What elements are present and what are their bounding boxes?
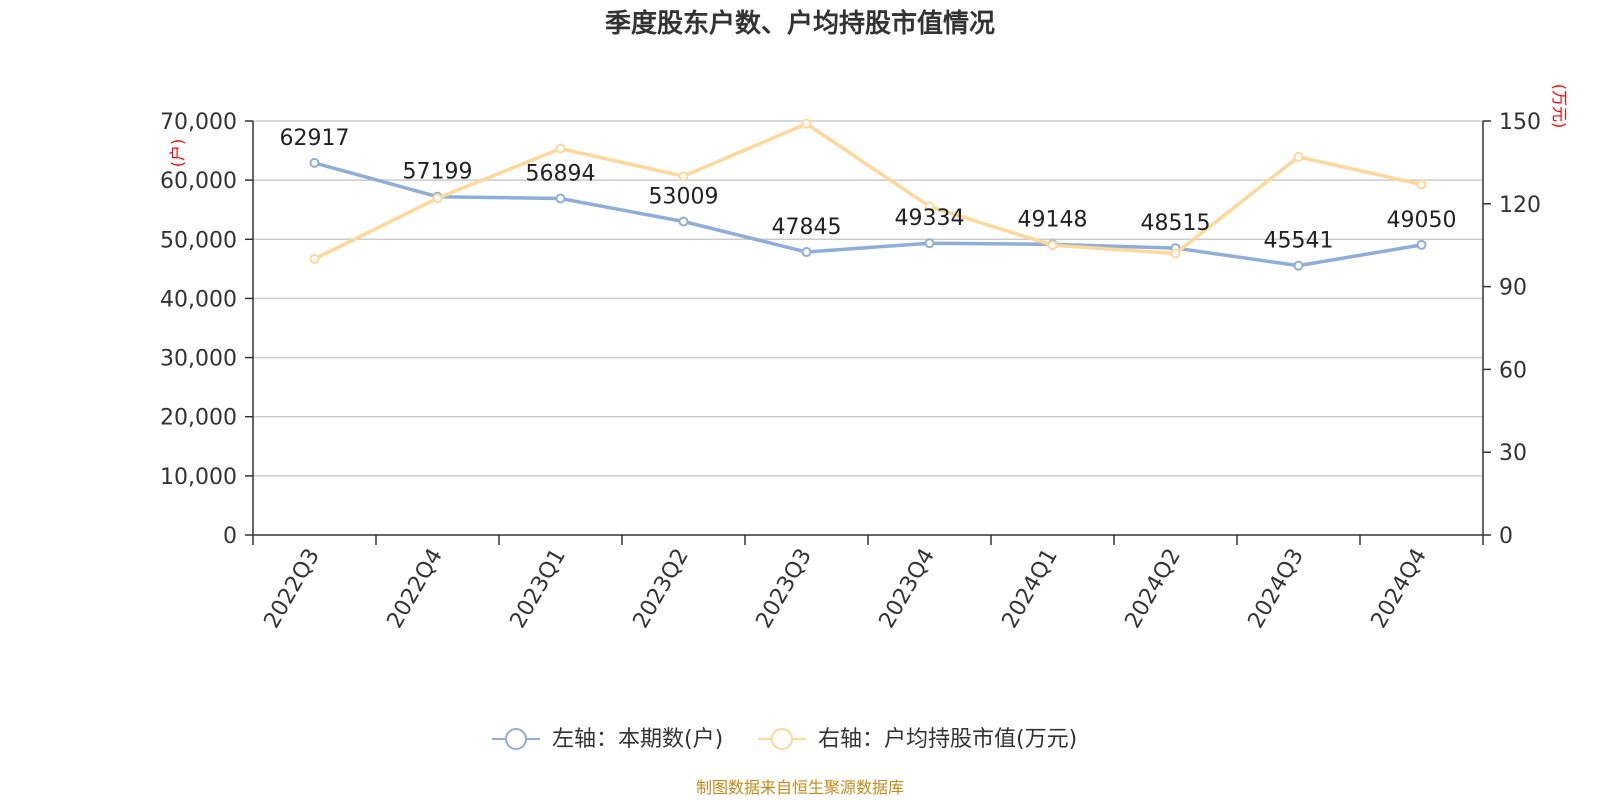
series-line-0	[314, 161, 1422, 268]
data-label: 45541	[1264, 229, 1334, 254]
data-point[interactable]	[1047, 240, 1058, 251]
left-tick-label: 0	[223, 524, 237, 549]
gridlines	[253, 120, 1483, 477]
data-point[interactable]	[1416, 179, 1427, 190]
data-point[interactable]	[309, 157, 320, 168]
x-tick-label: 2022Q4	[383, 545, 448, 633]
data-label: 49050	[1387, 208, 1457, 233]
source-note: 制图数据来自恒生聚源数据库	[696, 778, 904, 797]
data-point[interactable]	[924, 201, 935, 212]
x-tick-label: 2024Q3	[1244, 545, 1309, 633]
x-tick-label: 2024Q2	[1121, 545, 1186, 633]
data-point[interactable]	[555, 193, 566, 204]
data-point[interactable]	[678, 171, 689, 182]
legend: 左轴：本期数(户) 右轴：户均持股市值(万元)	[492, 727, 1077, 752]
x-tick-label: 2024Q4	[1367, 545, 1432, 633]
right-tick-label: 30	[1499, 441, 1527, 466]
right-tick-label: 120	[1499, 193, 1541, 218]
legend-label: 左轴：本期数(户)	[552, 727, 723, 752]
data-point[interactable]	[678, 216, 689, 227]
series-lines	[309, 118, 1427, 271]
data-label: 49148	[1018, 207, 1088, 232]
data-point[interactable]	[1170, 248, 1181, 259]
x-tick-label: 2023Q2	[629, 545, 694, 633]
left-tick-label: 10,000	[160, 465, 237, 490]
x-tick-label: 2023Q4	[875, 545, 940, 633]
right-tick-label: 60	[1499, 358, 1527, 383]
data-label: 48515	[1141, 211, 1211, 236]
right-tick-label: 150	[1499, 110, 1541, 135]
x-tick-label: 2023Q3	[752, 545, 817, 633]
data-point[interactable]	[1416, 239, 1427, 250]
data-label: 53009	[649, 184, 719, 209]
data-label: 49334	[895, 206, 965, 231]
legend-label: 右轴：户均持股市值(万元)	[818, 727, 1077, 752]
data-point[interactable]	[1293, 260, 1304, 271]
data-label: 47845	[772, 215, 842, 240]
left-tick-label: 30,000	[160, 347, 237, 372]
left-axis-unit: (户)	[168, 139, 187, 168]
left-tick-label: 50,000	[160, 228, 237, 253]
data-point[interactable]	[555, 143, 566, 154]
data-point[interactable]	[801, 247, 812, 258]
data-label: 56894	[526, 162, 596, 187]
data-labels: 62917 57199 56894 53009 47845 49334 49148 48515…	[280, 126, 1457, 254]
legend-circle-icon	[505, 728, 527, 750]
x-tick-label: 2023Q1	[506, 545, 571, 633]
data-point[interactable]	[801, 118, 812, 129]
right-tick-label: 90	[1499, 276, 1527, 301]
legend-item-left-series[interactable]: 左轴：本期数(户)	[492, 727, 723, 752]
left-tick-label: 20,000	[160, 406, 237, 431]
legend-item-right-series[interactable]: 右轴：户均持股市值(万元)	[758, 727, 1077, 752]
left-tick-label: 70,000	[160, 110, 237, 135]
x-tick-label: 2022Q3	[260, 545, 325, 633]
legend-circle-icon	[771, 728, 793, 750]
data-label: 57199	[403, 160, 473, 185]
axes: 0 10,000 20,000 30,000 40,000 50,000 60,000 70,…	[160, 110, 1541, 633]
data-label: 62917	[280, 126, 350, 151]
right-axis-unit: (万元)	[1550, 84, 1569, 129]
chart-title: 季度股东户数、户均持股市值情况	[605, 8, 995, 39]
left-tick-label: 40,000	[160, 287, 237, 312]
data-point[interactable]	[309, 254, 320, 264]
data-point[interactable]	[432, 193, 443, 204]
left-tick-label: 60,000	[160, 169, 237, 194]
data-point[interactable]	[924, 238, 935, 249]
x-tick-label: 2024Q1	[998, 545, 1063, 633]
series-line-1	[313, 122, 1422, 261]
data-point[interactable]	[1293, 151, 1304, 162]
right-tick-label: 0	[1499, 524, 1513, 549]
